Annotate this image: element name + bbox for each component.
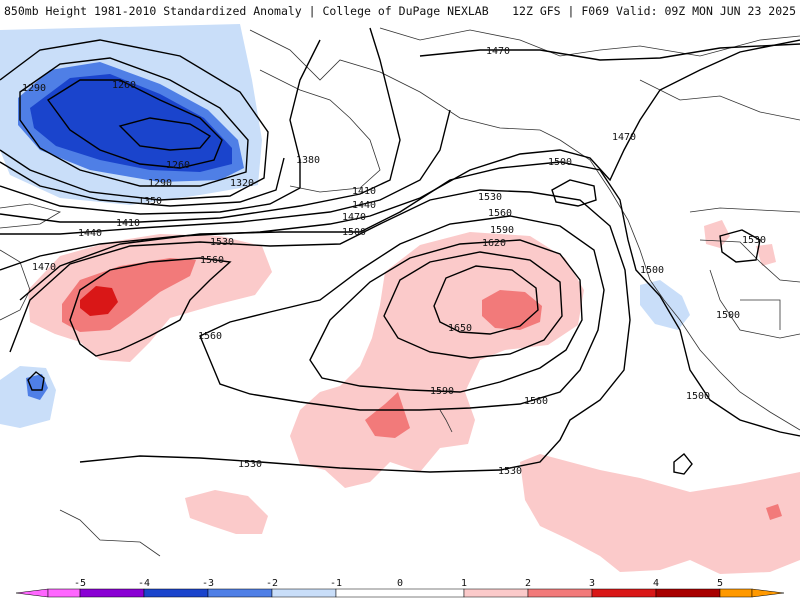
anomaly-pos1-area <box>756 244 776 266</box>
contour-small-low <box>27 371 45 391</box>
colorbar-swatch <box>47 588 81 598</box>
contour-label: 1500 <box>548 157 572 168</box>
contour-label: 1530 <box>210 237 234 248</box>
colorbar-swatch <box>335 588 465 598</box>
contour-1590 <box>309 239 583 393</box>
anomaly-pos2-area <box>365 392 410 438</box>
contour-1260-inner <box>118 117 212 151</box>
colorbar-swatch <box>143 588 209 598</box>
contour-label: 1440 <box>78 228 102 239</box>
colorbar-swatches <box>15 588 785 598</box>
contour-1560 <box>69 257 232 357</box>
contour-label: 1560 <box>200 255 224 266</box>
contour-label: 1500 <box>640 265 664 276</box>
contour-label: 1350 <box>138 196 162 207</box>
height-contours <box>0 27 800 475</box>
colorbar-swatch <box>719 588 753 598</box>
contour-1320 <box>0 39 269 201</box>
contour-label: 1470 <box>32 262 56 273</box>
contour-1410 <box>0 27 401 223</box>
contour-label: 1530 <box>478 192 502 203</box>
contour-label: 1590 <box>430 386 454 397</box>
contour-1500-ring <box>551 179 597 207</box>
contour-label: 1290 <box>22 83 46 94</box>
colorbar-arrow-right <box>751 588 785 598</box>
colorbar-arrow-left <box>15 588 49 598</box>
contour-label: 1320 <box>230 178 254 189</box>
contour-1290 <box>19 57 249 187</box>
contour-1560-main <box>199 215 605 411</box>
colorbar-swatch <box>655 588 721 598</box>
contour-1380 <box>0 39 321 215</box>
contour-1530 <box>9 189 631 473</box>
header-bar: 850mb Height 1981-2010 Standardized Anom… <box>0 0 800 22</box>
colorbar-tick-label: 3 <box>589 578 595 589</box>
anomaly-pos1-area <box>290 232 584 488</box>
contour-label: 1290 <box>148 178 172 189</box>
contour-label: 1500 <box>716 310 740 321</box>
positive-anomaly-shading <box>28 220 800 574</box>
contour-label: 1440 <box>352 200 376 211</box>
colorbar-swatch <box>463 588 529 598</box>
contour-label: 1380 <box>296 155 320 166</box>
contour-label: 1470 <box>612 132 636 143</box>
contour-label: 1560 <box>198 331 222 342</box>
contour-labels: 1290 1260 1260 1290 1320 1350 1380 1410 … <box>22 46 766 477</box>
contour-1470-north <box>419 43 800 61</box>
contour-1650 <box>433 265 539 335</box>
contour-label: 1260 <box>112 80 136 91</box>
contour-label: 1590 <box>490 225 514 236</box>
model-run-info: 12Z GFS | F069 Valid: 09Z MON JUN 23 202… <box>512 4 796 18</box>
anomaly-pos1-area <box>520 454 800 574</box>
anomaly-pos3-area <box>80 286 118 316</box>
contour-label: 1500 <box>686 391 710 402</box>
anomaly-pos2-area <box>766 504 782 520</box>
contour-label: 1410 <box>116 218 140 229</box>
colorbar-swatch <box>207 588 273 598</box>
colorbar-swatch <box>79 588 145 598</box>
contour-label: 1650 <box>448 323 472 334</box>
colorbar-swatch <box>591 588 657 598</box>
contour-1260 <box>46 79 223 169</box>
colorbar-tick-label: -2 <box>266 578 278 589</box>
contour-label: 1560 <box>524 396 548 407</box>
contour-label: 1470 <box>486 46 510 57</box>
colorbar-swatch <box>527 588 593 598</box>
contour-label: 1530 <box>498 466 522 477</box>
colorbar-tick-label: 1 <box>461 578 467 589</box>
anomaly-neg1-area <box>0 366 56 428</box>
contour-1350 <box>0 157 285 207</box>
contour-label: 1500 <box>342 227 366 238</box>
contour-1500 <box>19 161 800 437</box>
colorbar-tick-label: 2 <box>525 578 531 589</box>
anomaly-neg2-area <box>26 374 48 400</box>
colorbar-tick-label: 0 <box>397 578 403 589</box>
colorbar-tick-label: -4 <box>138 578 150 589</box>
contour-label: 1470 <box>342 212 366 223</box>
colorbar-ticks: -5 -4 -3 -2 -1 0 1 2 3 4 5 <box>74 578 723 589</box>
negative-anomaly-shading <box>0 24 690 428</box>
contour-1530-east <box>719 229 761 263</box>
colorbar-tick-label: 5 <box>717 578 723 589</box>
contour-label: 1260 <box>166 160 190 171</box>
colorbar-tick-label: -3 <box>202 578 214 589</box>
anomaly-pos1-area <box>185 490 268 534</box>
contour-1500-ring2 <box>673 453 693 475</box>
contour-label: 1410 <box>352 186 376 197</box>
contour-1620 <box>383 251 563 359</box>
contour-label: 1620 <box>482 238 506 249</box>
contour-label: 1560 <box>488 208 512 219</box>
colorbar-tick-label: 4 <box>653 578 659 589</box>
colorbar-swatch <box>271 588 337 598</box>
contour-label: 1530 <box>238 459 262 470</box>
colorbar-tick-label: -5 <box>74 578 86 589</box>
map-title: 850mb Height 1981-2010 Standardized Anom… <box>4 4 489 18</box>
contour-label: 1530 <box>742 235 766 246</box>
contour-1440 <box>0 109 451 235</box>
colorbar-tick-label: -1 <box>330 578 342 589</box>
colorbar: -5 -4 -3 -2 -1 0 1 2 3 4 5 <box>0 576 800 600</box>
anomaly-map: 1290 1260 1260 1290 1320 1350 1380 1410 … <box>0 24 800 574</box>
